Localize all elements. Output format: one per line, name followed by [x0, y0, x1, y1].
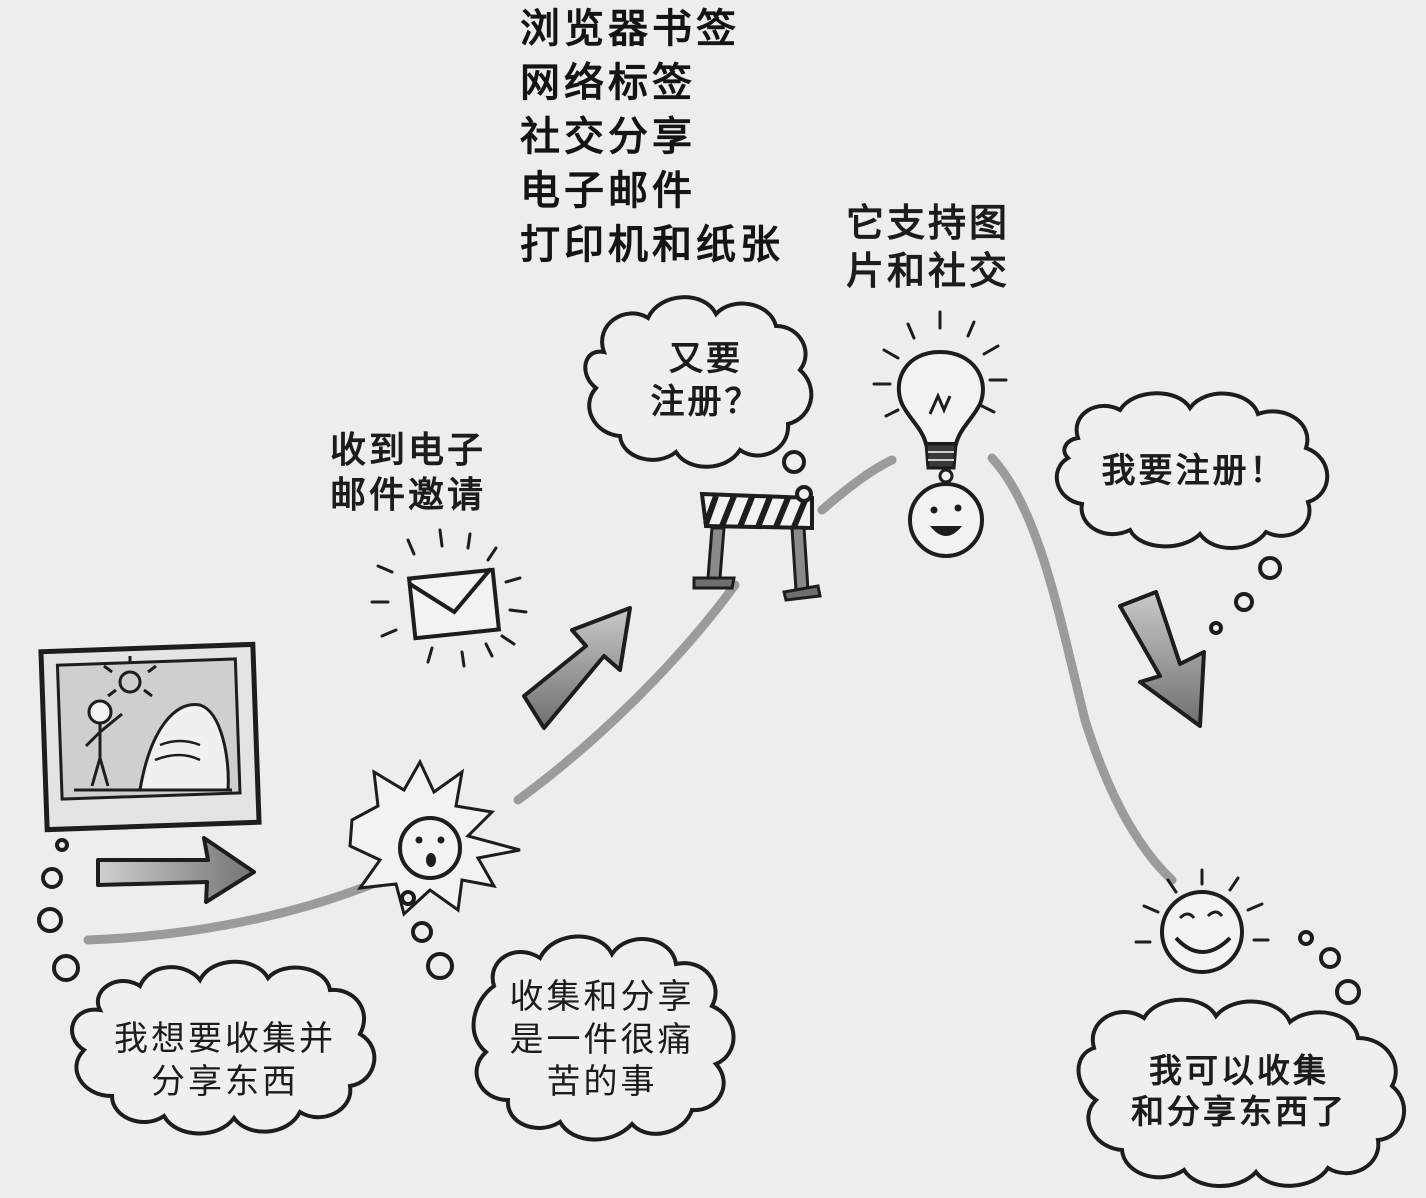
thought-dots-start [37, 838, 80, 982]
journey-path-climb [513, 580, 740, 805]
thought-dots-painful [400, 890, 454, 980]
thought-dots-want-register [1209, 556, 1282, 635]
thought-dots-register-again [782, 450, 813, 503]
arrow-right-icon [96, 836, 256, 904]
want-collect-text: 我想要收集并 分享东西 [114, 1019, 336, 1102]
register-again-text: 又要 注册？ [650, 339, 762, 422]
arrow-up-right-icon [522, 606, 632, 730]
smiling-face-icon [1134, 868, 1270, 974]
cloud-register-again [583, 295, 814, 469]
channel-item: 社交分享 [520, 114, 696, 160]
want-register-text: 我要注册！ [1101, 451, 1287, 491]
email-invite-label: 收到电子 邮件邀请 [330, 430, 487, 516]
happy-face-icon [908, 468, 984, 558]
supports-label: 它支持图 片和社交 [846, 201, 1011, 293]
photo-icon [38, 641, 262, 833]
can-collect-text: 我可以收集 和分享东西了 [1131, 1051, 1347, 1132]
arrow-down-icon [1118, 590, 1206, 728]
painful-text: 收集和分享 是一件很痛 苦的事 [509, 977, 695, 1102]
channel-item: 浏览器书签 [520, 6, 740, 52]
thought-dots-can-collect [1298, 930, 1361, 1005]
journey-path-fall [987, 453, 1177, 885]
shocked-face-icon [348, 758, 521, 917]
channel-item: 网络标签 [520, 60, 696, 106]
cloud-want-register [1054, 391, 1330, 550]
barrier-icon [692, 491, 822, 602]
email-envelope-icon [370, 528, 528, 668]
lightbulb-icon [872, 310, 1008, 470]
channel-item: 打印机和纸张 [520, 222, 784, 268]
channel-item: 电子邮件 [520, 168, 696, 214]
channels-list: 浏览器书签 网络标签 社交分享 电子邮件 打印机和纸张 [520, 2, 784, 272]
cloud-want-collect [70, 959, 377, 1136]
cloud-painful [471, 934, 736, 1142]
journey-path-peak [817, 455, 897, 515]
cloud-can-collect [1076, 997, 1407, 1188]
